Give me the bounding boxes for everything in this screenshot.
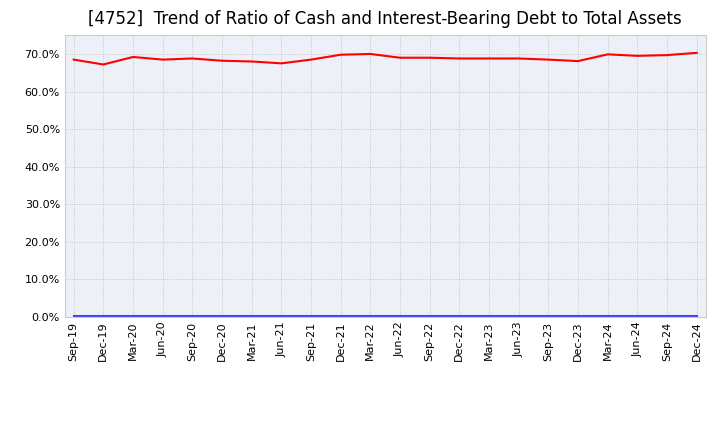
Cash — [99, 62, 108, 67]
Cash — [336, 52, 345, 57]
Cash — [426, 55, 434, 60]
Cash — [69, 57, 78, 62]
Interest-Bearing Debt — [633, 313, 642, 318]
Interest-Bearing Debt — [544, 313, 553, 318]
Cash — [455, 56, 464, 61]
Title: [4752]  Trend of Ratio of Cash and Interest-Bearing Debt to Total Assets: [4752] Trend of Ratio of Cash and Intere… — [89, 10, 682, 28]
Interest-Bearing Debt — [603, 313, 612, 318]
Interest-Bearing Debt — [336, 313, 345, 318]
Cash — [277, 61, 286, 66]
Interest-Bearing Debt — [662, 313, 671, 318]
Cash — [662, 52, 671, 58]
Interest-Bearing Debt — [514, 313, 523, 318]
Interest-Bearing Debt — [158, 313, 167, 318]
Interest-Bearing Debt — [99, 313, 108, 318]
Line: Cash: Cash — [73, 53, 697, 65]
Cash — [693, 50, 701, 55]
Cash — [129, 54, 138, 59]
Interest-Bearing Debt — [693, 313, 701, 318]
Interest-Bearing Debt — [307, 313, 315, 318]
Interest-Bearing Debt — [485, 313, 493, 318]
Cash — [396, 55, 405, 60]
Cash — [574, 59, 582, 64]
Cash — [307, 57, 315, 62]
Interest-Bearing Debt — [217, 313, 226, 318]
Cash — [485, 56, 493, 61]
Cash — [248, 59, 256, 64]
Cash — [603, 52, 612, 57]
Interest-Bearing Debt — [69, 313, 78, 318]
Cash — [514, 56, 523, 61]
Cash — [188, 56, 197, 61]
Cash — [544, 57, 553, 62]
Interest-Bearing Debt — [366, 313, 374, 318]
Cash — [633, 53, 642, 59]
Interest-Bearing Debt — [248, 313, 256, 318]
Interest-Bearing Debt — [455, 313, 464, 318]
Cash — [217, 58, 226, 63]
Interest-Bearing Debt — [277, 313, 286, 318]
Interest-Bearing Debt — [396, 313, 405, 318]
Cash — [366, 51, 374, 57]
Interest-Bearing Debt — [188, 313, 197, 318]
Interest-Bearing Debt — [426, 313, 434, 318]
Cash — [158, 57, 167, 62]
Interest-Bearing Debt — [574, 313, 582, 318]
Interest-Bearing Debt — [129, 313, 138, 318]
